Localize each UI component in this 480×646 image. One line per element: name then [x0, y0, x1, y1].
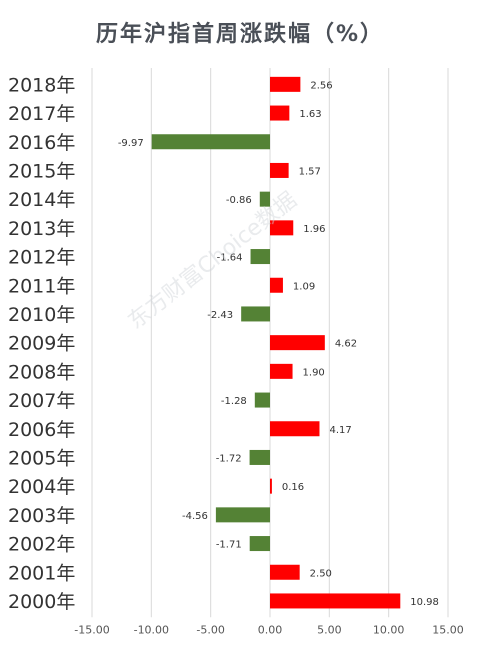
data-label: 4.62: [335, 339, 357, 350]
category-label: 2014年: [8, 189, 75, 211]
bar: [270, 593, 401, 609]
bar: [249, 536, 270, 552]
x-tick-label: -10.00: [134, 623, 169, 636]
bar: [270, 478, 272, 494]
chart-title: 历年沪指首周涨跌幅（%）: [95, 22, 385, 47]
category-label: 2003年: [8, 505, 75, 527]
bar: [151, 134, 270, 150]
bar: [270, 105, 290, 121]
bar: [270, 162, 289, 178]
data-label: -1.72: [216, 453, 242, 464]
data-label: -0.86: [226, 195, 252, 206]
category-label: 2001年: [8, 562, 75, 584]
bar: [270, 564, 300, 580]
bar: [270, 421, 320, 437]
data-label: 1.63: [299, 109, 321, 120]
data-label: 4.17: [329, 425, 351, 436]
category-label: 2007年: [8, 390, 75, 412]
data-label: 1.90: [303, 367, 325, 378]
bar: [254, 392, 270, 408]
bar: [270, 277, 283, 293]
x-tick-label: 0.00: [258, 623, 283, 636]
bar: [215, 507, 270, 523]
x-tick-label: -5.00: [196, 623, 224, 636]
x-tick-label: -15.00: [74, 623, 109, 636]
category-label: 2004年: [8, 476, 75, 498]
category-label: 2000年: [8, 591, 75, 613]
data-label: -9.97: [118, 138, 144, 149]
x-tick-label: 10.00: [373, 623, 405, 636]
data-label: -4.56: [182, 511, 208, 522]
bar: [270, 335, 325, 351]
bar: [270, 220, 294, 236]
data-label: -1.28: [221, 396, 247, 407]
x-tick-label: 5.00: [317, 623, 342, 636]
category-label: 2013年: [8, 218, 75, 240]
data-label: 0.16: [282, 482, 304, 493]
category-label: 2002年: [8, 534, 75, 556]
data-label: 1.09: [293, 281, 315, 292]
category-label: 2008年: [8, 361, 75, 383]
category-label: 2016年: [8, 132, 75, 154]
data-label: 1.96: [303, 224, 325, 235]
bar: [241, 306, 270, 322]
category-label: 2006年: [8, 419, 75, 441]
data-label: -2.43: [207, 310, 233, 321]
data-label: 2.56: [310, 80, 332, 91]
bar: [250, 249, 270, 265]
bar: [270, 363, 293, 379]
category-label: 2011年: [8, 275, 75, 297]
data-label: -1.71: [216, 540, 242, 551]
category-label: 2018年: [8, 74, 75, 96]
category-label: 2010年: [8, 304, 75, 326]
bar: [270, 76, 301, 92]
bar: [249, 449, 270, 465]
data-label: -1.64: [217, 253, 243, 264]
data-label: 2.50: [310, 568, 332, 579]
x-tick-label: 15.00: [432, 623, 464, 636]
bar: [259, 191, 270, 207]
category-label: 2012年: [8, 247, 75, 269]
data-label: 1.57: [299, 166, 321, 177]
category-label: 2009年: [8, 333, 75, 355]
category-label: 2017年: [8, 103, 75, 125]
category-label: 2005年: [8, 447, 75, 469]
data-label: 10.98: [410, 597, 439, 608]
category-label: 2015年: [8, 160, 75, 182]
